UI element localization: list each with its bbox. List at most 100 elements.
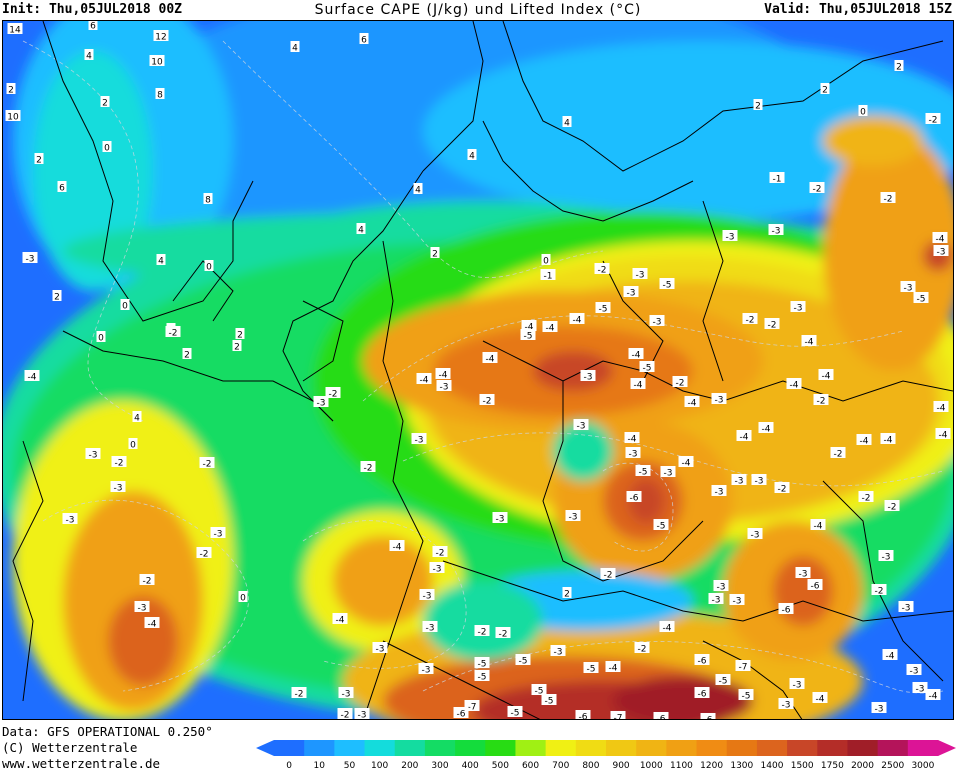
website-url[interactable]: www.wetterzentrale.de xyxy=(2,756,161,771)
lifted-index-label: -5 xyxy=(515,654,531,667)
data-source: Data: GFS OPERATIONAL 0.250° xyxy=(2,724,213,739)
svg-text:-2: -2 xyxy=(483,397,492,407)
svg-text:-5: -5 xyxy=(917,295,926,305)
svg-text:2: 2 xyxy=(36,156,42,166)
lifted-index-label: -2 xyxy=(495,627,511,640)
lifted-index-label: -7 xyxy=(735,660,751,673)
svg-text:-4: -4 xyxy=(814,522,823,532)
lifted-index-label: -3 xyxy=(429,562,445,575)
lifted-index-label: -2 xyxy=(774,482,790,495)
colorbar-tick-label: 1000 xyxy=(640,761,663,770)
lifted-index-label: 4 xyxy=(413,183,423,196)
lifted-index-label: -2 xyxy=(337,708,353,719)
lifted-index-label: -3 xyxy=(210,527,226,540)
svg-text:4: 4 xyxy=(469,152,475,162)
svg-text:-1: -1 xyxy=(544,272,553,282)
svg-text:-4: -4 xyxy=(762,425,771,435)
lifted-index-label: 2 xyxy=(753,99,763,112)
svg-text:2: 2 xyxy=(896,63,902,73)
lifted-index-label: -5 xyxy=(659,278,675,291)
lifted-index-label: 10 xyxy=(149,55,165,68)
lifted-index-label: -4 xyxy=(786,378,802,391)
svg-text:0: 0 xyxy=(130,441,136,451)
svg-text:-3: -3 xyxy=(733,597,742,607)
svg-text:-2: -2 xyxy=(746,316,755,326)
lifted-index-label: -3 xyxy=(372,642,388,655)
lifted-index-label: -3 xyxy=(747,528,763,541)
colorbar-swatch xyxy=(636,740,667,756)
lifted-index-label: -3 xyxy=(789,678,805,691)
lifted-index-label: -3 xyxy=(878,550,894,563)
cape-field: 14 6 12 4 10 4 6 2 8 2 10 2 2 2 0 -2 4 0 2 4 4 6 8 -1 -2 -2 4 -3 4 0 -… xyxy=(3,21,953,719)
lifted-index-label: -2 xyxy=(925,113,941,126)
lifted-index-label: -5 xyxy=(474,670,490,683)
lifted-index-label: -6 xyxy=(694,654,710,667)
colorbar-swatch xyxy=(606,740,637,756)
lifted-index-label: -3 xyxy=(436,380,452,393)
lifted-index-label: -4 xyxy=(736,430,752,443)
lifted-index-label: -5 xyxy=(635,465,651,478)
svg-text:-3: -3 xyxy=(317,399,326,409)
svg-text:-5: -5 xyxy=(545,697,554,707)
svg-text:-2: -2 xyxy=(295,690,304,700)
svg-text:-2: -2 xyxy=(862,494,871,504)
valid-time: Valid: Thu,05JUL2018 15Z xyxy=(764,2,952,17)
lifted-index-label: -2 xyxy=(199,457,215,470)
svg-text:-3: -3 xyxy=(715,488,724,498)
svg-text:-4: -4 xyxy=(886,652,895,662)
lifted-index-label: -2 xyxy=(830,447,846,460)
lifted-index-label: -2 xyxy=(809,182,825,195)
lifted-index-label: -2 xyxy=(474,625,490,638)
svg-text:12: 12 xyxy=(155,33,166,43)
lifted-index-label: -3 xyxy=(418,663,434,676)
svg-text:0: 0 xyxy=(98,334,104,344)
svg-text:-4: -4 xyxy=(929,692,938,702)
lifted-index-label: 2 xyxy=(894,60,904,73)
lifted-index-label: 4 xyxy=(356,223,366,236)
svg-text:-2: -2 xyxy=(478,628,487,638)
lifted-index-label: -2 xyxy=(880,192,896,205)
svg-text:-5: -5 xyxy=(587,665,596,675)
lifted-index-label: -3 xyxy=(313,396,329,409)
lifted-index-label: -4 xyxy=(521,320,537,333)
cape-region xyxy=(333,536,433,626)
lifted-index-label: -3 xyxy=(573,419,589,432)
lifted-index-label: -3 xyxy=(550,645,566,658)
lifted-index-label: -3 xyxy=(492,512,508,525)
lifted-index-label: -3 xyxy=(110,481,126,494)
lifted-index-label: -4 xyxy=(933,401,949,414)
lifted-index-label: -2 xyxy=(764,318,780,331)
svg-text:-3: -3 xyxy=(66,516,75,526)
colorbar-swatch xyxy=(787,740,818,756)
colorbar-tick-label: 900 xyxy=(612,761,629,770)
cape-region xyxy=(108,596,178,686)
lifted-index-label: -4 xyxy=(624,432,640,445)
svg-text:-3: -3 xyxy=(138,604,147,614)
lifted-index-label: 4 xyxy=(156,254,166,267)
svg-text:-3: -3 xyxy=(916,685,925,695)
lifted-index-label: -4 xyxy=(818,369,834,382)
colorbar-swatch xyxy=(515,740,547,756)
lifted-index-label: -4 xyxy=(880,433,896,446)
lifted-index-label: -4 xyxy=(925,689,941,702)
lifted-index-label: -7 xyxy=(610,711,626,719)
lifted-index-label: -3 xyxy=(62,513,78,526)
lifted-index-label: -3 xyxy=(565,510,581,523)
svg-text:2: 2 xyxy=(755,102,761,112)
svg-text:-2: -2 xyxy=(598,266,607,276)
lifted-index-label: -4 xyxy=(628,348,644,361)
lifted-index-label: -2 xyxy=(111,456,127,469)
svg-text:-2: -2 xyxy=(768,321,777,331)
svg-text:-3: -3 xyxy=(712,596,721,606)
lifted-index-label: 2 xyxy=(100,96,110,109)
lifted-index-label: -4 xyxy=(144,617,160,630)
lifted-index-label: -2 xyxy=(360,461,376,474)
svg-text:-3: -3 xyxy=(423,592,432,602)
lifted-index-label: -5 xyxy=(715,674,731,687)
svg-text:-3: -3 xyxy=(440,383,449,393)
lifted-index-label: -4 xyxy=(416,373,432,386)
svg-text:-3: -3 xyxy=(376,645,385,655)
svg-text:-2: -2 xyxy=(875,587,884,597)
lifted-index-label: -4 xyxy=(882,649,898,662)
colorbar-tick-label: 400 xyxy=(462,761,479,770)
